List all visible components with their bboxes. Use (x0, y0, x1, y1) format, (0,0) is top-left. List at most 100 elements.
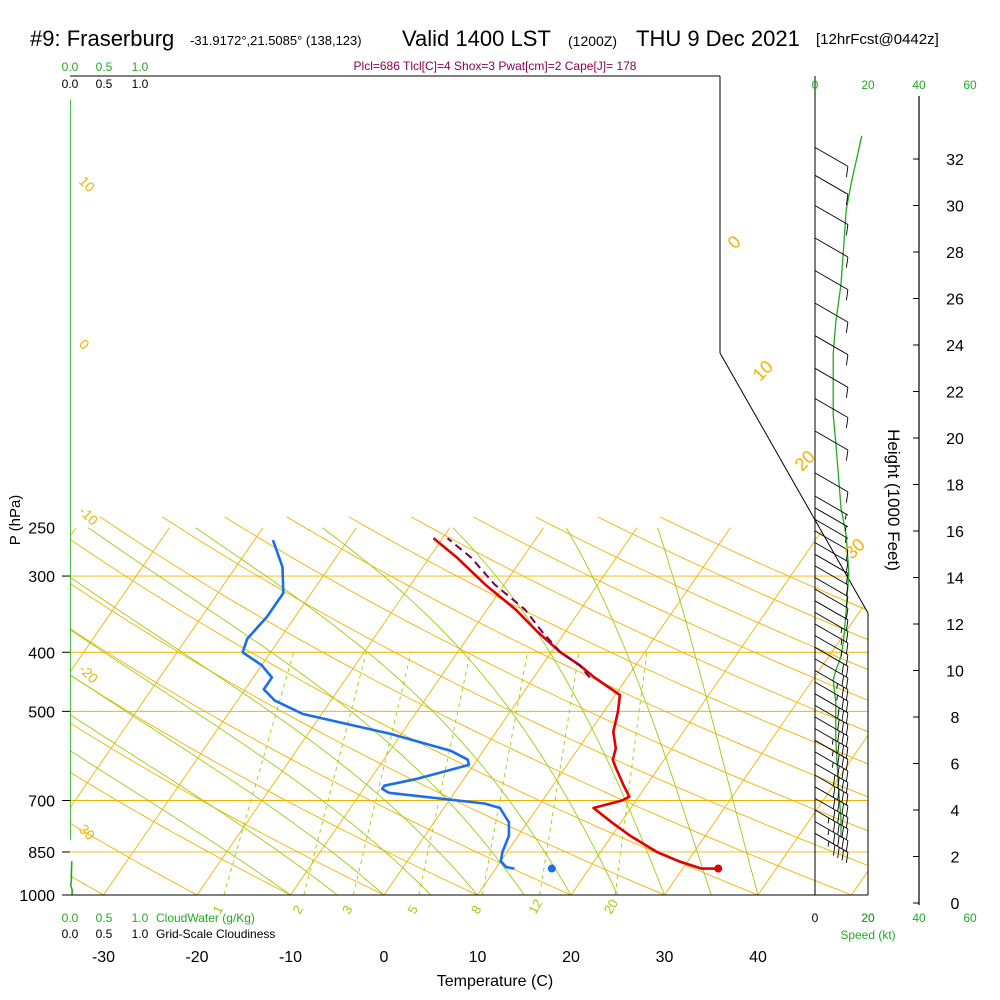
wind-barb (814, 519, 849, 543)
wind-barb (814, 763, 849, 794)
cloudiness-top-tick: 0.0 (62, 77, 79, 91)
wind-barb (814, 623, 849, 654)
temperature-tick-label: -20 (185, 949, 208, 966)
wind-barb (814, 612, 849, 643)
wind-barb (814, 205, 849, 236)
cloudwater-bottom-tick: 0.0 (62, 911, 79, 925)
temperature-tick-label: 40 (749, 949, 767, 966)
moist-adiabat-line (565, 527, 712, 895)
height-tick-label: 16 (946, 524, 964, 541)
dry-adiabat-line (286, 516, 868, 895)
dry-adiabat-label: 0 (724, 232, 745, 253)
speed-bottom-tick-green: 60 (963, 911, 977, 925)
wind-speed-curve (832, 135, 863, 838)
height-tick-label: 32 (946, 152, 964, 169)
height-tick-label: 6 (951, 757, 960, 774)
dry-adiabat-line (224, 516, 868, 895)
dry-adiabat-label: 10 (76, 173, 98, 195)
wind-barb (814, 670, 849, 701)
mixing-ratio-label: 12 (525, 896, 545, 916)
forecast-label: [12hrFcst@0442z] (816, 31, 939, 48)
speed-bottom-tick-green: 40 (912, 911, 926, 925)
mixing-ratio-line (303, 652, 367, 895)
speed-label: Speed (kt) (840, 928, 895, 942)
pressure-tick-label: 300 (28, 569, 55, 586)
moist-adiabat-line (70, 527, 385, 895)
wind-barb (814, 335, 849, 366)
mixing-ratio-label: 2 (289, 903, 306, 917)
wind-barb (814, 798, 849, 829)
speed-bottom-tick: 0 (812, 911, 819, 925)
wind-barb (814, 472, 849, 503)
height-tick-label: 28 (946, 245, 964, 262)
wind-barb (814, 237, 849, 268)
cloud-water-curve (70, 861, 73, 895)
wind-barb (814, 270, 849, 301)
dry-adiabat-line (535, 516, 868, 895)
dry-adiabat-label: -20 (76, 661, 102, 687)
dry-adiabat-line (410, 516, 868, 895)
temperature-tick-label: -10 (279, 949, 302, 966)
dry-adiabat-line (70, 516, 791, 895)
height-axis-label: Height (1000 Feet) (884, 429, 903, 571)
dry-adiabat-line (70, 516, 412, 895)
plot-frame (62, 75, 869, 896)
dry-adiabat-line (162, 516, 868, 895)
wind-barb (814, 739, 849, 770)
moist-adiabat-line (70, 527, 291, 895)
parcel-trace (446, 537, 591, 679)
cloudiness-bottom-tick: 0.0 (62, 927, 79, 941)
mixing-ratio-label: 8 (468, 903, 485, 917)
isotherm-line (70, 527, 170, 895)
chart-labels: Plcl=686 Tlcl[C]=4 Shox=3 Pwat[cm]=2 Cap… (7, 59, 977, 990)
wind-panel (814, 76, 920, 905)
temperature-tick-label: 10 (469, 949, 487, 966)
wind-barb (814, 398, 849, 429)
temperature-tick-label: -30 (92, 949, 115, 966)
isotherm-line (851, 527, 868, 895)
height-tick-label: 22 (946, 385, 964, 402)
mixing-ratio-line (418, 652, 471, 895)
height-tick-label: 24 (946, 338, 964, 355)
mixing-ratio-line (614, 652, 648, 895)
pressure-tick-label: 1000 (19, 888, 55, 905)
temperature-tick-label: 30 (656, 949, 674, 966)
height-tick-label: 8 (951, 710, 960, 727)
mixing-ratio-label: 5 (404, 903, 421, 917)
wind-barb (814, 430, 849, 461)
cloudwater-top-tick: 0.5 (96, 60, 113, 74)
speed-bottom-tick-green: 20 (861, 911, 875, 925)
wind-barb (814, 565, 849, 596)
wind-barb (814, 635, 849, 666)
valid-time: Valid 1400 LST (402, 26, 551, 51)
cloudwater-bottom-tick: 0.5 (96, 911, 113, 925)
wind-barb (814, 174, 849, 205)
isotherm-line (757, 527, 868, 895)
pressure-tick-label: 850 (28, 845, 55, 862)
wind-barb (814, 786, 849, 817)
cloudwater-top-tick: 0.0 (62, 60, 79, 74)
dry-adiabat-line (348, 516, 868, 895)
cloudwater-label: CloudWater (g/Kg) (156, 911, 255, 925)
wind-barb (814, 588, 849, 619)
temperature-tick-label: 0 (380, 949, 389, 966)
moist-adiabat-line (70, 527, 432, 895)
wind-barb (814, 147, 849, 178)
cloudwater-bottom-tick: 1.0 (132, 911, 149, 925)
wind-barb (814, 367, 849, 398)
wind-barb (814, 728, 849, 759)
wind-barb (814, 821, 849, 852)
valid-date: THU 9 Dec 2021 (636, 26, 800, 51)
speed-bottom-tick: 20 (861, 911, 875, 925)
dewpoint-trace (241, 539, 515, 870)
wind-barb (814, 553, 849, 584)
pressure-tick-label: 250 (28, 521, 55, 538)
speed-top-tick: 60 (963, 78, 977, 92)
x-axis-label: Temperature (C) (437, 973, 553, 990)
dry-adiabat-line (70, 516, 506, 895)
wind-barb (814, 681, 849, 712)
wind-barb (814, 495, 849, 520)
dry-adiabat-label: 0 (76, 336, 93, 353)
zulu-time: (1200Z) (568, 33, 618, 49)
height-tick-label: 20 (946, 431, 964, 448)
